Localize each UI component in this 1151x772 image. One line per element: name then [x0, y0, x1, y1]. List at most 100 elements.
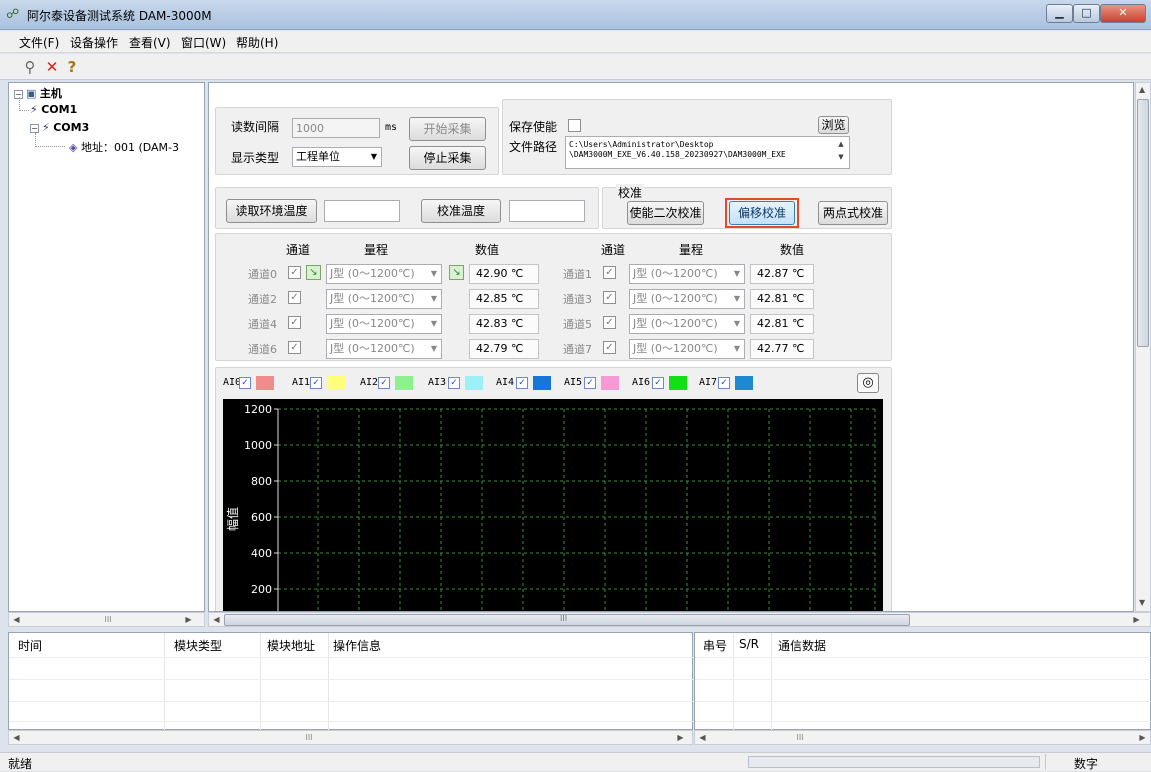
- tree-root[interactable]: − ▣ 主机: [14, 85, 62, 101]
- menu-help[interactable]: 帮助(H): [236, 36, 279, 50]
- col-module-type[interactable]: 模块类型: [174, 639, 223, 653]
- legend-checkbox[interactable]: ✓: [718, 377, 730, 389]
- header-range: 量程: [363, 243, 388, 257]
- legend-label: AI7: [699, 377, 718, 388]
- main-hscrollbar[interactable]: ◀ III ▶: [208, 612, 1151, 627]
- channel-enable-checkbox[interactable]: ✓: [288, 341, 301, 354]
- main-vscrollbar[interactable]: ▲ ▼: [1135, 82, 1151, 612]
- channel-range-select[interactable]: J型 (0～1200℃) ▼: [326, 314, 442, 334]
- col-send-receive[interactable]: S/R: [739, 637, 759, 651]
- channel-enable-checkbox[interactable]: ✓: [288, 316, 301, 329]
- channel-enable-checkbox[interactable]: ✓: [288, 291, 301, 304]
- y-axis-label: 幅值: [225, 507, 240, 531]
- scroll-right-icon[interactable]: ▶: [1133, 615, 1140, 624]
- legend-checkbox[interactable]: ✓: [378, 377, 390, 389]
- tree-scrollbar[interactable]: ◀ III ▶: [8, 612, 205, 627]
- menu-window[interactable]: 窗口(W): [181, 36, 227, 50]
- collapse-icon[interactable]: −: [14, 89, 23, 99]
- tree-node-address[interactable]: ◈ 地址：001 (DAM-3: [69, 139, 179, 155]
- channel-range-value: J型 (0～1200℃): [330, 317, 415, 330]
- scroll-left-icon[interactable]: ◀: [13, 615, 20, 624]
- scroll-left-icon[interactable]: ◀: [213, 615, 220, 624]
- read-ambient-temp-button[interactable]: 读取环境温度: [226, 199, 317, 223]
- channel-range-select[interactable]: J型 (0～1200℃) ▼: [629, 289, 745, 309]
- legend-checkbox[interactable]: ✓: [652, 377, 664, 389]
- menu-device[interactable]: 设备操作: [70, 36, 119, 50]
- scroll-grip[interactable]: III: [796, 733, 804, 742]
- scroll-thumb[interactable]: III: [224, 614, 910, 626]
- channel-enable-checkbox[interactable]: ✓: [603, 341, 616, 354]
- log-left-hscrollbar[interactable]: ◀ III ▶: [8, 730, 693, 745]
- legend-checkbox[interactable]: ✓: [448, 377, 460, 389]
- col-serial[interactable]: 串号: [703, 639, 728, 653]
- scroll-grip[interactable]: III: [104, 615, 112, 624]
- display-type-select[interactable]: 工程单位 ▼: [292, 147, 382, 167]
- scroll-right-icon[interactable]: ▶: [185, 615, 192, 624]
- scroll-right-icon[interactable]: ▶: [1139, 733, 1146, 742]
- channel-enable-checkbox[interactable]: ✓: [603, 291, 616, 304]
- maximize-button[interactable]: □: [1073, 4, 1100, 23]
- legend-checkbox[interactable]: ✓: [239, 377, 251, 389]
- col-comm-data[interactable]: 通信数据: [778, 639, 827, 653]
- legend-label: AI0: [223, 377, 242, 388]
- device-tree: − ▣ 主机 ⚡ COM1 − ⚡ COM3 ◈ 地址：001 (DAM-3: [8, 82, 205, 612]
- channel-range-select[interactable]: J型 (0～1200℃) ▼: [629, 314, 745, 334]
- path-spinner[interactable]: ▲ ▼: [834, 138, 848, 167]
- col-time[interactable]: 时间: [18, 639, 43, 653]
- col-module-address[interactable]: 模块地址: [267, 639, 316, 653]
- ambient-temp-input[interactable]: [324, 200, 400, 222]
- col-operation-info[interactable]: 操作信息: [333, 639, 382, 653]
- channel-enable-checkbox[interactable]: ✓: [603, 266, 616, 279]
- tree-node-com3[interactable]: − ⚡ COM3: [30, 121, 89, 134]
- dropdown-arrow-icon: ▼: [733, 269, 740, 278]
- scroll-right-icon[interactable]: ▶: [677, 733, 684, 742]
- config-icon[interactable]: ↘: [449, 265, 464, 280]
- minimize-button[interactable]: ▁: [1046, 4, 1073, 23]
- scroll-left-icon[interactable]: ◀: [13, 733, 20, 742]
- channel-range-select[interactable]: J型 (0～1200℃) ▼: [629, 339, 745, 359]
- scroll-grip[interactable]: III: [305, 733, 313, 742]
- title-bar: ☍ 阿尔泰设备测试系统 DAM-3000M ▁ □ ✕: [0, 0, 1151, 30]
- two-point-calibration-button[interactable]: 两点式校准: [818, 201, 888, 225]
- stop-acquisition-button[interactable]: 停止采集: [409, 146, 486, 170]
- channel-enable-checkbox[interactable]: ✓: [288, 266, 301, 279]
- menu-file[interactable]: 文件(F): [19, 36, 60, 50]
- log-right-hscrollbar[interactable]: ◀ III ▶: [694, 730, 1151, 745]
- legend-checkbox[interactable]: ✓: [310, 377, 322, 389]
- legend-label: AI4: [496, 377, 515, 388]
- scroll-up-icon[interactable]: ▲: [838, 140, 844, 148]
- channel-enable-checkbox[interactable]: ✓: [603, 316, 616, 329]
- tree-node-com1[interactable]: ⚡ COM1: [30, 103, 77, 116]
- channel-range-select[interactable]: J型 (0～1200℃) ▼: [326, 339, 442, 359]
- snapshot-icon: ◎: [862, 375, 874, 390]
- save-enable-checkbox[interactable]: [568, 119, 581, 132]
- start-acquisition-button[interactable]: 开始采集: [409, 117, 486, 141]
- scroll-up-icon[interactable]: ▲: [1139, 85, 1146, 94]
- legend-swatch: [327, 376, 345, 390]
- scroll-thumb[interactable]: [1137, 99, 1149, 347]
- scroll-down-icon[interactable]: ▼: [838, 153, 844, 161]
- browse-button[interactable]: 浏览: [818, 116, 849, 134]
- collapse-icon[interactable]: −: [30, 123, 39, 133]
- interval-input[interactable]: 1000: [292, 118, 380, 138]
- scroll-left-icon[interactable]: ◀: [699, 733, 706, 742]
- calibrate-temp-input[interactable]: [509, 200, 585, 222]
- camera-button[interactable]: ◎: [857, 373, 879, 393]
- search-icon[interactable]: ⚲: [24, 58, 36, 76]
- close-button[interactable]: ✕: [1100, 4, 1146, 23]
- help-icon[interactable]: ?: [67, 58, 77, 76]
- menu-view[interactable]: 查看(V): [129, 36, 171, 50]
- legend-checkbox[interactable]: ✓: [516, 377, 528, 389]
- scroll-down-icon[interactable]: ▼: [1139, 598, 1146, 607]
- legend-checkbox[interactable]: ✓: [584, 377, 596, 389]
- offset-calibration-button[interactable]: 偏移校准: [729, 201, 795, 225]
- file-path-input[interactable]: C:\Users\Administrator\Desktop \DAM3000M…: [565, 136, 850, 169]
- calibrate-temp-button[interactable]: 校准温度: [421, 199, 501, 223]
- channel-range-value: J型 (0～1200℃): [330, 292, 415, 305]
- channel-range-select[interactable]: J型 (0～1200℃) ▼: [326, 289, 442, 309]
- channel-range-select[interactable]: J型 (0～1200℃) ▼: [326, 264, 442, 284]
- enable-secondary-calibration-button[interactable]: 使能二次校准: [627, 201, 704, 225]
- config-icon[interactable]: ↘: [306, 265, 321, 280]
- channel-range-select[interactable]: J型 (0～1200℃) ▼: [629, 264, 745, 284]
- delete-x-icon[interactable]: ✕: [45, 58, 59, 76]
